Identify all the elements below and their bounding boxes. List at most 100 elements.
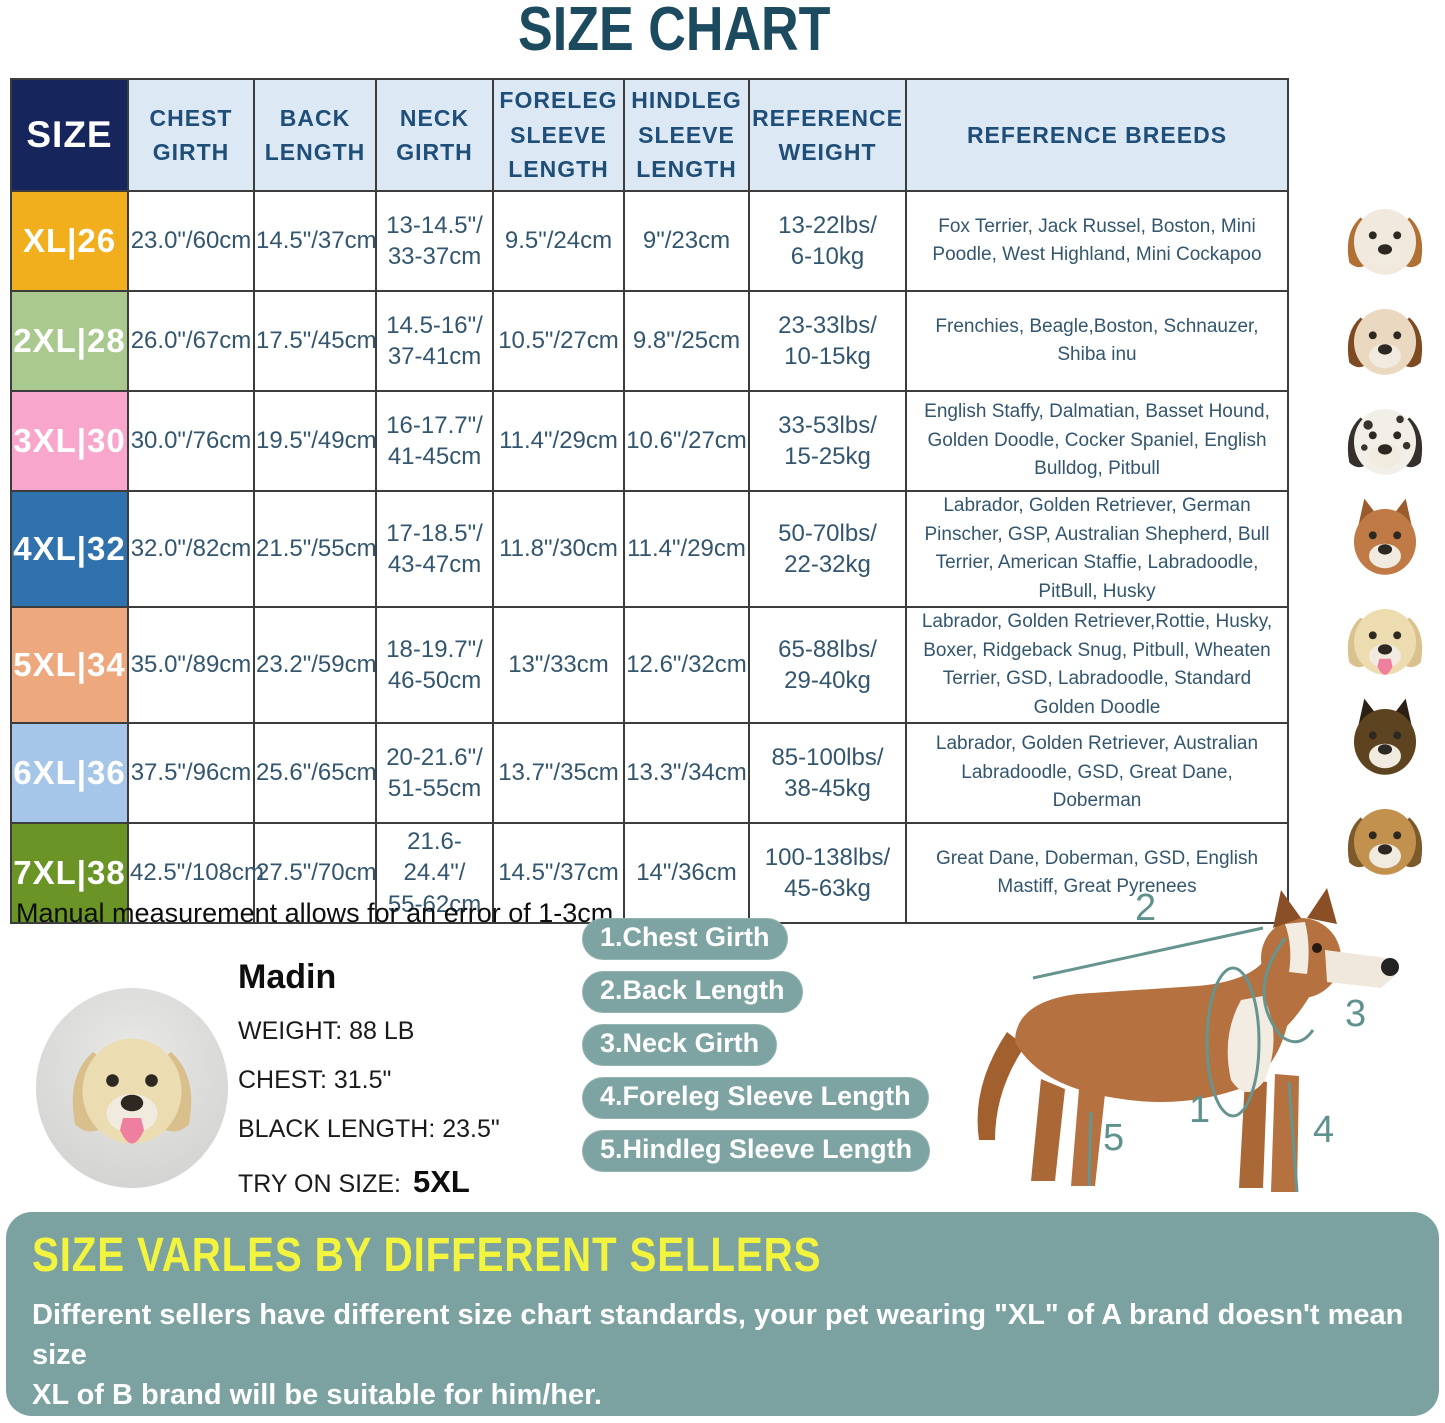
dog-photo-dalmatian bbox=[1330, 390, 1440, 490]
hindleg-sleeve-cell: 9"/23cm bbox=[623, 190, 750, 292]
diagram-label-5: 5 bbox=[1103, 1117, 1124, 1159]
hindleg-sleeve-cell: 14"/36cm bbox=[623, 822, 750, 924]
header-chest-girth: CHEST GIRTH bbox=[127, 78, 255, 192]
chest-girth-cell: 23.0"/60cm bbox=[127, 190, 255, 292]
measure-highlight: MEASURE bbox=[793, 1419, 938, 1423]
back-length-cell: 14.5"/37cm bbox=[253, 190, 377, 292]
dog-photo-beagle bbox=[1330, 290, 1440, 390]
dog-head-icon bbox=[1347, 208, 1423, 275]
reference-breeds-cell: English Staffy, Dalmatian, Basset Hound,… bbox=[905, 390, 1289, 492]
measurement-error-note: Manual measurement allows for an error o… bbox=[16, 898, 614, 928]
diagram-label-2: 2 bbox=[1135, 887, 1156, 929]
hindleg-sleeve-cell: 9.8"/25cm bbox=[623, 290, 750, 392]
seller-warning-panel: SIZE VARLES BY DIFFERENT SELLERS Differe… bbox=[6, 1212, 1439, 1423]
foreleg-sleeve-cell: 14.5"/37cm bbox=[492, 822, 625, 924]
back-length-cell: 19.5"/49cm bbox=[253, 390, 377, 492]
reference-breeds-cell: Great Dane, Doberman, GSD, English Masti… bbox=[905, 822, 1289, 924]
foreleg-sleeve-cell: 13.7"/35cm bbox=[492, 722, 625, 824]
measurement-pill-4: 4.Foreleg Sleeve Length bbox=[582, 1077, 929, 1119]
size-cell: 7XL|38 bbox=[10, 822, 129, 924]
foreleg-sleeve-cell: 11.4"/29cm bbox=[492, 390, 625, 492]
header-reference-breeds: REFERENCE BREEDS bbox=[905, 78, 1289, 192]
back-length-cell: 27.5"/70cm bbox=[253, 822, 377, 924]
neck-girth-cell: 20-21.6"/ 51-55cm bbox=[375, 722, 494, 824]
reference-weight-cell: 13-22lbs/ 6-10kg bbox=[748, 190, 907, 292]
reference-weight-cell: 65-88lbs/ 29-40kg bbox=[748, 606, 907, 724]
back-length-cell: 17.5"/45cm bbox=[253, 290, 377, 392]
model-name: Madin bbox=[238, 958, 337, 996]
foreleg-sleeve-cell: 11.8"/30cm bbox=[492, 490, 625, 608]
reference-breeds-cell: Labrador, Golden Retriever, Australian L… bbox=[905, 722, 1289, 824]
model-dog-photo bbox=[36, 988, 228, 1188]
dog-head-icon bbox=[1347, 608, 1423, 675]
dog-head-icon bbox=[1353, 698, 1417, 775]
table-row: 3XL|30 30.0"/76cm 19.5"/49cm 16-17.7"/ 41-4… bbox=[10, 390, 1289, 492]
table-row: 7XL|38 42.5"/108cm 27.5"/70cm 21.6-24.4"/ 5… bbox=[10, 822, 1289, 924]
reference-breeds-cell: Fox Terrier, Jack Russel, Boston, Mini P… bbox=[905, 190, 1289, 292]
chest-girth-cell: 35.0"/89cm bbox=[127, 606, 255, 724]
diagram-label-3: 3 bbox=[1345, 993, 1366, 1035]
foreleg-sleeve-cell: 13"/33cm bbox=[492, 606, 625, 724]
header-neck-girth: NECK GIRTH bbox=[375, 78, 494, 192]
table-row: 5XL|34 35.0"/89cm 23.2"/59cm 18-19.7"/ 46-5… bbox=[10, 606, 1289, 724]
dog-head-icon bbox=[1347, 408, 1423, 475]
size-chart-table: SIZE CHEST GIRTH BACK LENGTH NECK GIRTH … bbox=[10, 78, 1289, 924]
table-header-row: SIZE CHEST GIRTH BACK LENGTH NECK GIRTH … bbox=[10, 78, 1289, 192]
reference-breeds-cell: Labrador, Golden Retriever,Rottie, Husky… bbox=[905, 606, 1289, 724]
measurement-pill-3: 3.Neck Girth bbox=[582, 1024, 778, 1066]
chest-girth-cell: 30.0"/76cm bbox=[127, 390, 255, 492]
hindleg-sleeve-cell: 10.6"/27cm bbox=[623, 390, 750, 492]
dog-photo-great-dane bbox=[1330, 790, 1440, 890]
hindleg-sleeve-cell: 12.6"/32cm bbox=[623, 606, 750, 724]
dog-photos-column bbox=[1330, 190, 1440, 890]
back-length-cell: 23.2"/59cm bbox=[253, 606, 377, 724]
dog-photo-amstaff bbox=[1330, 490, 1440, 590]
header-reference-weight: REFERENCE WEIGHT bbox=[748, 78, 907, 192]
dog-photo-jack-russell bbox=[1330, 190, 1440, 290]
neck-girth-cell: 13-14.5"/ 33-37cm bbox=[375, 190, 494, 292]
warning-line-1: Different sellers have different size ch… bbox=[32, 1299, 1404, 1372]
neck-girth-cell: 21.6-24.4"/ 55-62cm bbox=[375, 822, 494, 924]
dog-head-icon bbox=[1347, 808, 1423, 875]
header-hindleg-sleeve-length: HINDLEG SLEEVE LENGTH bbox=[623, 78, 750, 192]
dog-measuring-diagram: 2 3 1 4 5 bbox=[945, 874, 1445, 1212]
back-length-cell: 25.6"/65cm bbox=[253, 722, 377, 824]
foreleg-sleeve-cell: 9.5"/24cm bbox=[492, 190, 625, 292]
chest-girth-cell: 32.0"/82cm bbox=[127, 490, 255, 608]
try-on-label: TRY ON SIZE: bbox=[238, 1170, 402, 1198]
size-cell: 5XL|34 bbox=[10, 606, 129, 724]
reference-weight-cell: 85-100lbs/ 38-45kg bbox=[748, 722, 907, 824]
table-row: 6XL|36 37.5"/96cm 25.6"/65cm 20-21.6"/ 51-5… bbox=[10, 722, 1289, 824]
foreleg-sleeve-cell: 10.5"/27cm bbox=[492, 290, 625, 392]
reference-breeds-cell: Frenchies, Beagle,Boston, Schnauzer, Shi… bbox=[905, 290, 1289, 392]
size-cell: XL|26 bbox=[10, 190, 129, 292]
diagram-label-4: 4 bbox=[1313, 1109, 1334, 1151]
diagram-label-1: 1 bbox=[1189, 1089, 1210, 1131]
reference-weight-cell: 100-138lbs/ 45-63kg bbox=[748, 822, 907, 924]
model-weight: WEIGHT: 88 LB bbox=[238, 1017, 415, 1045]
measurement-legend: 1.Chest Girth 2.Back Length 3.Neck Girth 4.… bbox=[582, 918, 931, 1172]
model-chest: CHEST: 31.5" bbox=[238, 1066, 392, 1094]
header-size: SIZE bbox=[10, 78, 129, 192]
neck-girth-cell: 16-17.7"/ 41-45cm bbox=[375, 390, 494, 492]
measurement-pill-1: 1.Chest Girth bbox=[582, 918, 788, 960]
measurement-pill-2: 2.Back Length bbox=[582, 971, 803, 1013]
model-info-card: Madin WEIGHT: 88 LB CHEST: 31.5" BLACK L… bbox=[238, 958, 500, 1220]
dog-head-icon bbox=[1347, 308, 1423, 375]
size-cell: 2XL|28 bbox=[10, 290, 129, 392]
neck-girth-cell: 14.5-16"/ 37-41cm bbox=[375, 290, 494, 392]
hindleg-sleeve-cell: 11.4"/29cm bbox=[623, 490, 750, 608]
header-back-length: BACK LENGTH bbox=[253, 78, 377, 192]
warning-line-3: Do not guess the size info, and please d… bbox=[32, 1415, 1413, 1423]
neck-girth-cell: 17-18.5"/ 43-47cm bbox=[375, 490, 494, 608]
reference-breeds-cell: Labrador, Golden Retriever, German Pinsc… bbox=[905, 490, 1289, 608]
page-title: SIZE CHART bbox=[518, 0, 831, 64]
table-row: XL|26 23.0"/60cm 14.5"/37cm 13-14.5"/ 33-37… bbox=[10, 190, 1289, 292]
size-cell: 6XL|36 bbox=[10, 722, 129, 824]
warning-body: Different sellers have different size ch… bbox=[32, 1295, 1413, 1423]
dog-head-icon bbox=[1353, 498, 1417, 575]
reference-weight-cell: 23-33lbs/ 10-15kg bbox=[748, 290, 907, 392]
measurement-pill-5: 5.Hindleg Sleeve Length bbox=[582, 1130, 931, 1172]
neck-girth-cell: 18-19.7"/ 46-50cm bbox=[375, 606, 494, 724]
size-table-body: XL|26 23.0"/60cm 14.5"/37cm 13-14.5"/ 33-37… bbox=[10, 190, 1289, 924]
